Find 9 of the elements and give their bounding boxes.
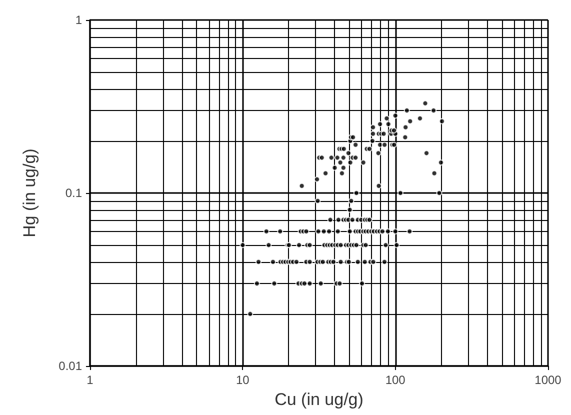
y-tick-label: 0.1	[65, 186, 82, 200]
x-tick-label: 1000	[534, 373, 562, 387]
x-tick-label: 100	[385, 373, 406, 387]
y-axis-title: Hg (in ug/g)	[20, 148, 39, 238]
y-tick-label: 0.01	[58, 359, 82, 373]
x-axis-title: Cu (in ug/g)	[274, 390, 364, 409]
x-tick-label: 1	[86, 373, 94, 387]
y-tick-label: 1	[75, 13, 82, 27]
x-tick-label: 10	[236, 373, 250, 387]
